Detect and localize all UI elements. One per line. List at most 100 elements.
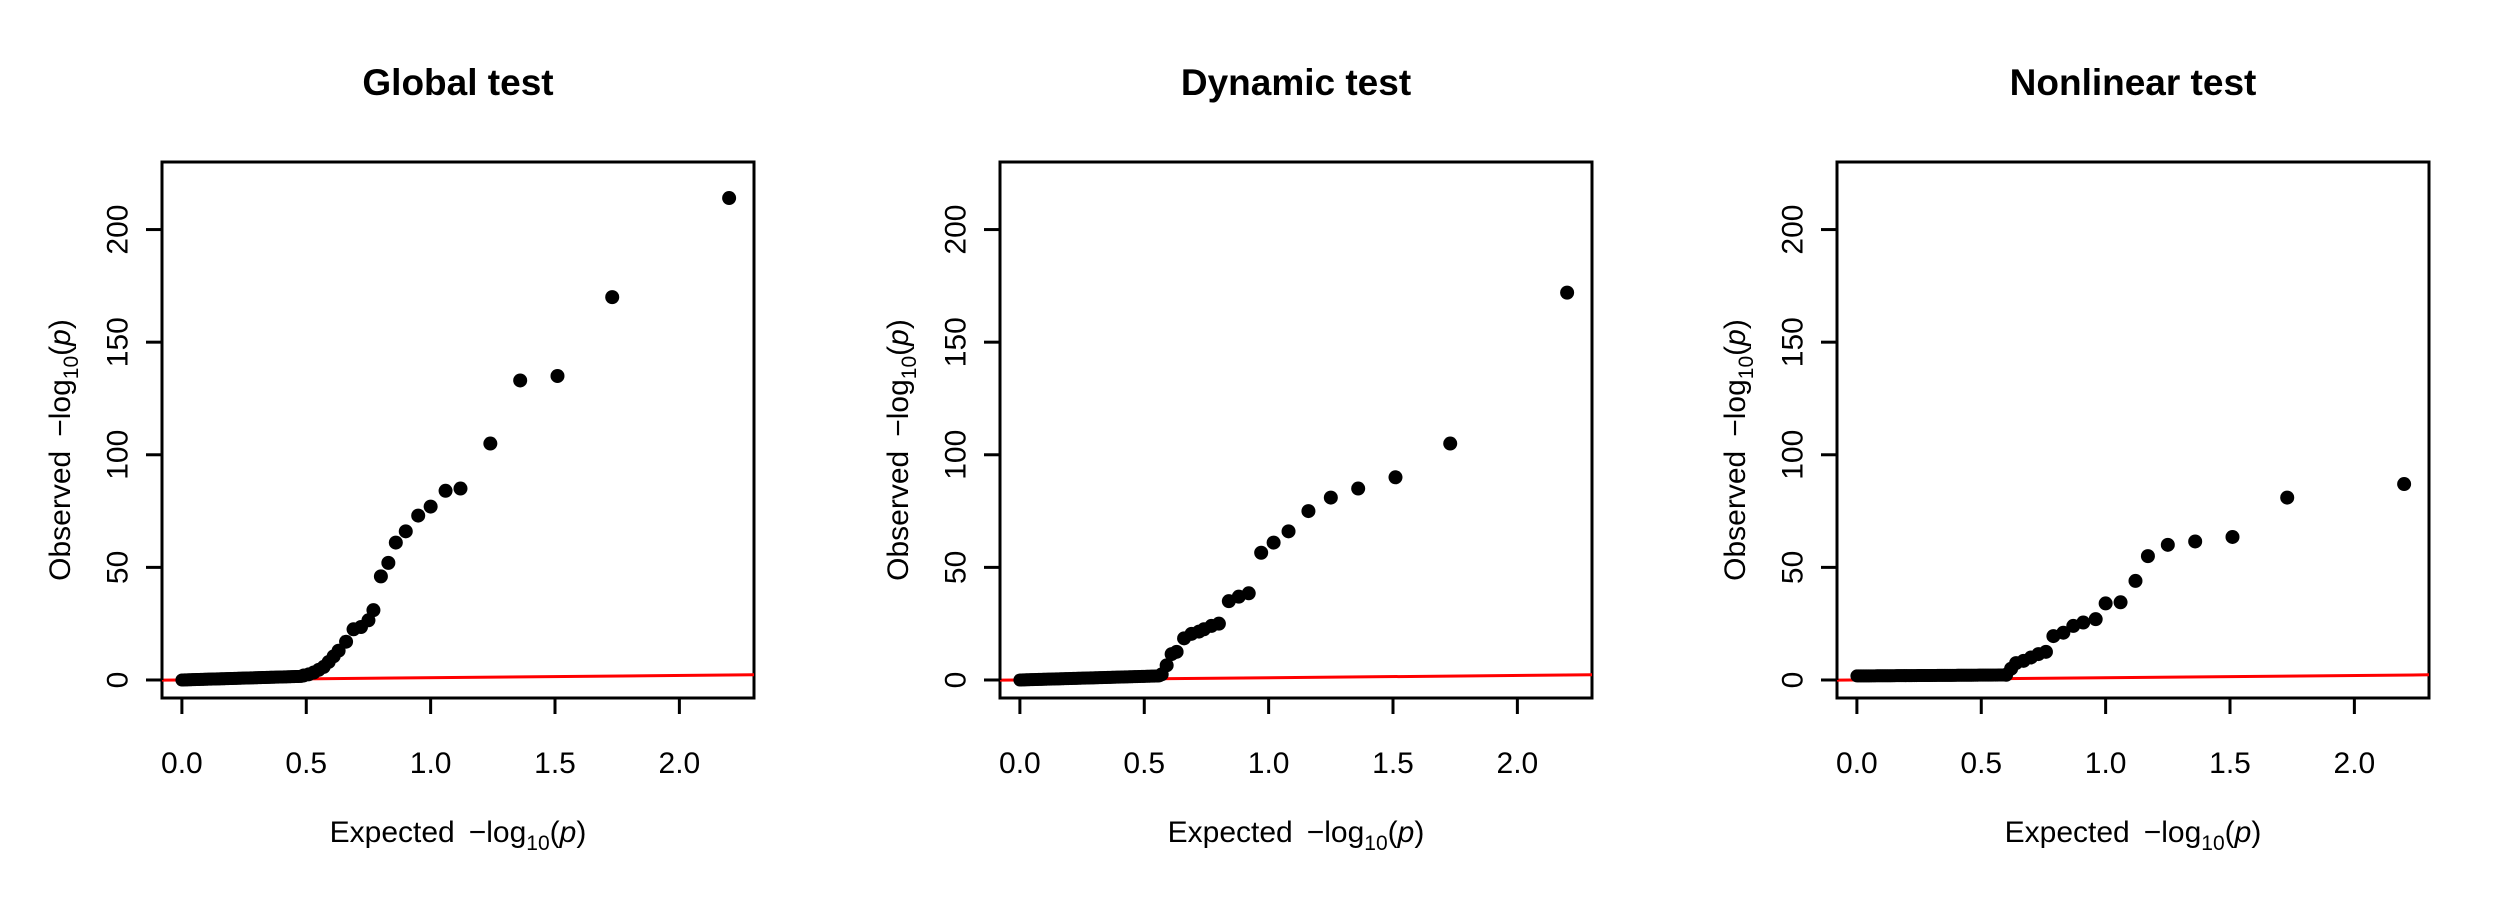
y-tick-label: 100 <box>940 430 973 480</box>
x-axis-label-math-close-paren: ) <box>576 816 586 849</box>
y-axis-label-math-p: p <box>1719 329 1752 347</box>
data-point <box>339 634 354 649</box>
panel-3: Nonlinear test 0.0 0.5 1.0 1.5 2.0 0 50 100 150 20… <box>1719 62 2431 855</box>
panel-1: Global test 0.0 0.5 1.0 1.5 2.0 0 50 100 150 200 Ex… <box>44 62 756 855</box>
x-axis-label-math-p: p <box>1397 816 1415 849</box>
data-point <box>373 569 388 584</box>
y-tick-label: 0 <box>102 672 135 689</box>
y-tick-label: 50 <box>1777 551 1810 584</box>
y-axis-label-math-minus-log: −log <box>882 379 915 437</box>
x-tick-label: 2.0 <box>2334 747 2376 780</box>
y-axis-label: Observed −log10(p) <box>44 319 83 581</box>
data-point <box>453 481 468 496</box>
data-point <box>1211 616 1226 631</box>
x-axis-label-text: Expected <box>2005 816 2130 849</box>
x-tick-label: 1.5 <box>534 747 576 780</box>
data-point <box>1169 644 1184 659</box>
y-axis-label: Observed −log10(p) <box>882 319 921 581</box>
data-point <box>1241 586 1256 601</box>
x-tick-label: 2.0 <box>1497 747 1539 780</box>
data-point <box>366 603 381 618</box>
y-tick-label: 150 <box>102 317 135 367</box>
plot-frame <box>1835 160 2431 700</box>
y-axis-label-math-open-paren: ( <box>44 346 77 356</box>
y-tick-label: 0 <box>1777 672 1810 689</box>
x-axis-label-math-p: p <box>2234 816 2252 849</box>
data-point <box>2088 612 2103 627</box>
panel-title: Nonlinear test <box>2010 62 2257 103</box>
x-tick-label: 2.0 <box>659 747 701 780</box>
data-point <box>2225 529 2240 544</box>
x-axis-label-math-open-paren: ( <box>2225 816 2235 849</box>
data-point <box>1351 481 1366 496</box>
y-axis-label-text: Observed <box>882 451 915 581</box>
data-point <box>381 555 396 570</box>
y-axis-label-math-p: p <box>882 329 915 347</box>
y-axis-label-math-p: p <box>44 329 77 347</box>
x-axis-label-math-minus-log: −log <box>469 816 527 849</box>
data-point <box>2188 534 2203 549</box>
y-axis-label-math-subscript: 10 <box>60 356 83 379</box>
x-axis-label-math-subscript: 10 <box>1364 832 1387 855</box>
x-axis-label: Expected −log10(p) <box>1168 816 1425 855</box>
x-axis-label-math-open-paren: ( <box>1388 816 1398 849</box>
data-point <box>513 373 528 388</box>
y-axis-label-math-open-paren: ( <box>1719 346 1752 356</box>
y-axis-label-text: Observed <box>1719 451 1752 581</box>
y-tick-label: 150 <box>940 317 973 367</box>
x-axis-label-math-close-paren: ) <box>1414 816 1424 849</box>
data-point <box>411 508 426 523</box>
x-tick-label: 1.5 <box>2209 747 2251 780</box>
data-point <box>1159 658 1174 673</box>
x-tick-label: 1.5 <box>1372 747 1414 780</box>
x-axis-label-math-subscript: 10 <box>2201 832 2224 855</box>
data-point <box>1266 535 1281 550</box>
x-axis-label-math-p: p <box>559 816 577 849</box>
y-axis-label-text: Observed <box>44 451 77 581</box>
y-axis-label-math-close-paren: ) <box>1719 319 1752 329</box>
y-tick-label: 50 <box>940 551 973 584</box>
data-point <box>483 436 498 451</box>
x-axis-label-math-minus-log: −log <box>1307 816 1365 849</box>
x-tick-label: 1.0 <box>2085 747 2127 780</box>
data-point <box>2056 625 2071 640</box>
x-axis-label-math-open-paren: ( <box>550 816 560 849</box>
plot-frame <box>160 160 756 700</box>
data-point <box>388 535 403 550</box>
y-tick-label: 150 <box>1777 317 1810 367</box>
y-tick-label: 200 <box>940 205 973 255</box>
x-axis-label-math-minus-log: −log <box>2144 816 2202 849</box>
data-point <box>1388 470 1403 485</box>
data-point <box>2140 549 2155 564</box>
y-axis-label-math-open-paren: ( <box>882 346 915 356</box>
y-tick-label: 200 <box>102 205 135 255</box>
x-tick-label: 1.0 <box>410 747 452 780</box>
x-tick-label: 0.5 <box>1960 747 2002 780</box>
y-tick-label: 100 <box>102 430 135 480</box>
plot-frame <box>998 160 1594 700</box>
x-axis-label-math-subscript: 10 <box>526 832 549 855</box>
data-point <box>722 191 737 206</box>
data-point <box>2397 477 2412 492</box>
data-point <box>398 524 413 539</box>
data-point <box>1281 524 1296 539</box>
x-tick-label: 0.0 <box>1836 747 1878 780</box>
panel-title: Global test <box>362 62 553 103</box>
data-point <box>1443 436 1458 451</box>
x-tick-label: 0.5 <box>285 747 327 780</box>
y-axis-label-math-subscript: 10 <box>898 356 921 379</box>
data-point <box>2128 573 2143 588</box>
y-axis-label-math-close-paren: ) <box>882 319 915 329</box>
y-tick-label: 0 <box>940 672 973 689</box>
data-point <box>423 499 438 514</box>
x-tick-label: 0.5 <box>1123 747 1165 780</box>
x-axis-label-math-close-paren: ) <box>2251 816 2261 849</box>
data-point <box>1254 545 1269 560</box>
data-point <box>550 368 565 383</box>
y-axis-label-math-close-paren: ) <box>44 319 77 329</box>
x-axis-label: Expected −log10(p) <box>330 816 587 855</box>
data-point <box>1560 285 1575 300</box>
x-tick-label: 0.0 <box>999 747 1041 780</box>
x-axis-label-text: Expected <box>330 816 455 849</box>
